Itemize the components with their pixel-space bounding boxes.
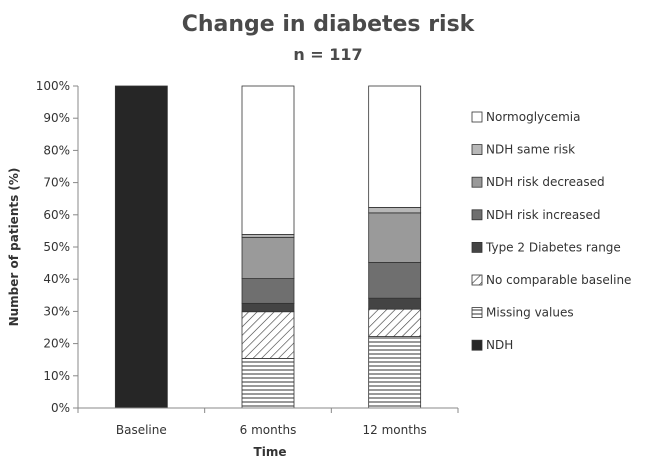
bar-segment-missing-1 (241, 358, 295, 409)
chart-subtitle: n = 117 (293, 45, 362, 64)
legend-label-t2d: Type 2 Diabetes range (485, 240, 621, 254)
y-tick-label: 60% (43, 208, 70, 222)
bar-segment-ndh-0 (114, 85, 168, 409)
bar-segment-inc-2 (368, 262, 422, 299)
y-tick-label: 70% (43, 176, 70, 190)
x-axis-ticks: Baseline 6 months 12 months (77, 408, 459, 437)
bar-segment-normo-1 (241, 85, 295, 235)
legend: Normoglycemia NDH same risk NDH risk decre… (471, 110, 631, 352)
bar-segment-dec-1 (241, 236, 295, 279)
y-tick-label: 90% (43, 111, 70, 125)
legend-swatch-inc (471, 209, 483, 221)
legend-label-same: NDH same risk (486, 143, 575, 157)
x-axis-label: Time (254, 445, 287, 458)
y-tick-label: 40% (43, 272, 70, 286)
x-tick-label: 12 months (363, 423, 427, 437)
bar-segment-t2d-1 (241, 302, 295, 313)
legend-swatch-same (471, 144, 483, 156)
legend-swatch-nocomp (471, 274, 483, 286)
y-axis-ticks: 0% 10% 20% 30% 40% 50% 60% 70% 80% 90% 100% (36, 79, 78, 415)
y-tick-label: 100% (36, 79, 70, 93)
y-tick-label: 10% (43, 369, 70, 383)
x-tick-label: 6 months (240, 423, 297, 437)
bar-segment-t2d-2 (368, 297, 422, 310)
y-tick-label: 80% (43, 143, 70, 157)
x-tick-label: Baseline (116, 423, 167, 437)
bar-segment-missing-2 (368, 336, 422, 409)
legend-label-nocomp: No comparable baseline (486, 273, 631, 287)
legend-label-normo: Normoglycemia (486, 110, 580, 124)
y-tick-label: 20% (43, 337, 70, 351)
y-axis-label: Number of patients (%) (7, 168, 21, 327)
legend-label-missing: Missing values (486, 306, 574, 320)
bar-segment-nocomp-2 (368, 308, 422, 337)
bar-segment-normo-2 (368, 85, 422, 208)
y-tick-label: 0% (51, 401, 70, 415)
legend-label-dec: NDH risk decreased (486, 175, 605, 189)
legend-label-inc: NDH risk increased (486, 208, 601, 222)
chart-title: Change in diabetes risk (182, 12, 476, 37)
legend-swatch-missing (471, 307, 483, 319)
legend-label-ndh: NDH (486, 338, 513, 352)
legend-swatch-dec (471, 176, 483, 188)
bar-segment-same-2 (368, 206, 422, 214)
bar-segment-nocomp-1 (241, 311, 295, 359)
bar-segment-inc-1 (241, 278, 295, 304)
bars (114, 85, 422, 409)
legend-swatch-normo (471, 111, 483, 123)
legend-swatch-t2d (471, 241, 483, 253)
bar-segment-same-1 (241, 234, 295, 238)
y-tick-label: 50% (43, 240, 70, 254)
y-tick-label: 30% (43, 304, 70, 318)
legend-swatch-ndh (471, 339, 483, 351)
bar-segment-dec-2 (368, 212, 422, 263)
